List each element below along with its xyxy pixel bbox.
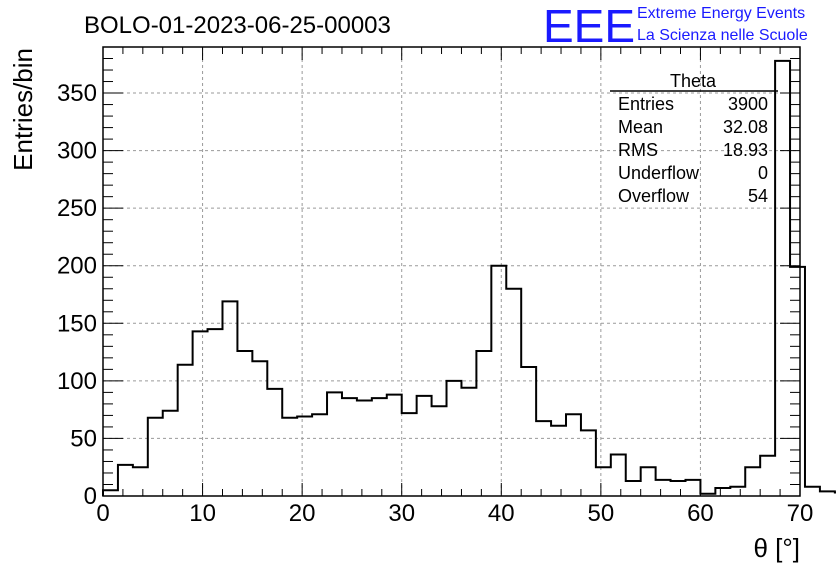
histogram-bin [282,418,297,496]
plot-frame [102,46,801,497]
histogram-bin [118,465,133,496]
histogram-bin [432,406,447,496]
histogram-bin [566,414,581,496]
y-tick-label: 50 [70,425,97,452]
x-tick-label: 10 [189,500,216,527]
stats-row-label: Underflow [618,163,700,183]
histogram-bin [372,398,387,496]
histogram-bin [715,488,730,496]
x-tick-label: 20 [289,500,316,527]
histogram-bin [327,392,342,496]
histogram-bin [461,388,476,496]
histogram-bin [611,455,626,496]
stats-row-label: RMS [618,140,658,160]
x-tick-label: 60 [687,500,714,527]
logo-mark: EEE [543,0,635,52]
histogram-bin [297,417,312,496]
histogram-bin [133,467,148,496]
histogram-bin [551,426,566,496]
histogram-bin [745,467,760,496]
x-tick-label: 70 [787,500,814,527]
y-tick-label: 200 [57,253,97,280]
histogram-bin [237,351,252,496]
x-axis-label: θ [°] [753,533,800,563]
histogram-bin [252,361,267,496]
y-tick-label: 150 [57,310,97,337]
histogram-bin [805,487,820,496]
x-tick-label: 40 [488,500,515,527]
y-tick-label: 0 [84,483,97,510]
histogram-bin [387,395,402,496]
x-tick-label: 0 [96,500,109,527]
y-tick-label: 350 [57,80,97,107]
grid-lines [103,47,800,496]
histogram-bin [730,487,745,496]
y-tick-label: 300 [57,138,97,165]
histogram-bin [357,400,372,496]
x-tick-label: 30 [388,500,415,527]
stats-row-label: Entries [618,94,674,114]
histogram-bin [685,480,700,496]
histogram-bin [536,421,551,496]
y-tick-label: 250 [57,195,97,222]
histogram-bin [671,481,686,496]
histogram-outline [102,59,836,496]
histogram-bin [163,411,178,496]
stats-row-value: 54 [748,186,768,206]
stats-row-value: 3900 [728,94,768,114]
histogram-bin [506,289,521,496]
stats-row-label: Overflow [618,186,690,206]
eee-logo: EEE Extreme Energy Events La Scienza nel… [543,0,808,52]
chart-title: BOLO-01-2023-06-25-00003 [84,12,391,39]
stats-row-value: 18.93 [723,140,768,160]
histogram-bin [521,367,536,496]
histogram-bin [581,430,596,496]
histogram-bin [656,480,671,496]
logo-line-2: La Scienza nelle Scuole [637,27,808,44]
histogram-bin [476,351,491,496]
x-tick-labels: 0 10 20 30 40 50 60 70 [96,500,813,527]
histogram-bin [641,467,656,496]
histogram-bin [342,398,357,496]
histogram-bin [775,61,790,496]
histogram-bin [491,266,506,496]
histogram-bin [222,301,237,496]
histogram-bin [267,389,282,496]
stats-row-value: 0 [758,163,768,183]
histogram-bin [178,365,193,496]
logo-line-1: Extreme Energy Events [637,5,805,22]
histogram-bin [760,456,775,496]
histogram-bin [596,467,611,496]
stats-row-value: 32.08 [723,117,768,137]
histogram-bin [417,396,432,496]
stats-box: Theta Entries 3900 Mean 32.08 RMS 18.93 Underf… [610,71,778,206]
histogram-bin [790,267,805,496]
histogram-bin [447,381,462,496]
histogram-bin [193,331,208,496]
y-tick-labels: 0 50 100 150 200 250 300 350 [57,80,97,510]
histogram-bin [148,418,163,496]
stats-row-label: Mean [618,117,663,137]
y-tick-label: 100 [57,368,97,395]
stats-title: Theta [670,71,717,91]
histogram-bin [402,413,417,496]
x-tick-label: 50 [588,500,615,527]
y-axis-label: Entries/bin [8,48,38,171]
histogram-bin [626,481,641,496]
histogram-bin [208,329,223,496]
histogram-bin [312,414,327,496]
